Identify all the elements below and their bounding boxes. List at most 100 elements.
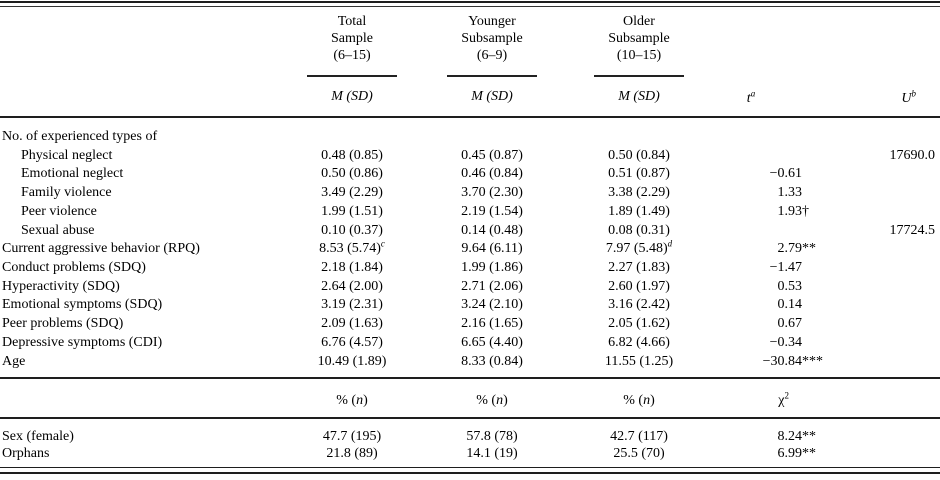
cell-younger-subsample: 14.1 (19) — [466, 445, 518, 461]
column-header-rule — [594, 75, 684, 77]
cell-total-sample: 2.64 (2.00) — [321, 278, 383, 294]
column-header-line: Sample — [331, 31, 373, 46]
table-row: Emotional neglect 0.50 (0.86) 0.46 (0.84) 0… — [0, 165, 940, 184]
m-sd-label: M (SD) — [331, 88, 373, 104]
column-header-younger-subsample: Younger Subsample (6–9) M (SD) — [437, 13, 547, 105]
row-label: Current aggressive behavior (RPQ) — [2, 241, 200, 257]
mean-sd-rows: No. of experienced types of Physical negl… — [0, 128, 940, 371]
cell-younger-subsample: 8.33 (0.84) — [461, 353, 523, 369]
cell-total-sample: 1.99 (1.51) — [321, 203, 383, 219]
cell-total-sample: 0.10 (0.37) — [321, 222, 383, 238]
cell-older-subsample: 1.89 (1.49) — [608, 203, 670, 219]
cell-t-value: 2.79 ** — [700, 240, 817, 259]
bottom-rule-inner — [0, 466, 940, 468]
percent-header-row: % (n) % (n) % (n) χ2 — [0, 390, 940, 412]
cell-younger-subsample: 57.8 (78) — [466, 429, 518, 444]
column-header-rule — [307, 75, 397, 77]
cell-total-sample: 10.49 (1.89) — [317, 353, 387, 369]
row-label: Hyperactivity (SDQ) — [2, 278, 120, 294]
row-label: Conduct problems (SDQ) — [2, 260, 146, 276]
cell-older-subsample: 0.08 (0.31) — [608, 222, 670, 238]
column-header-line: Subsample — [608, 31, 670, 46]
t-footnote-marker: a — [750, 88, 756, 99]
cell-chi-squared-value: 8.24 ** — [777, 429, 817, 444]
cell-total-sample: 0.50 (0.86) — [321, 166, 383, 182]
cell-t-value: −1.47 — [769, 260, 802, 276]
cell-older-subsample: 3.38 (2.29) — [608, 185, 670, 201]
row-label: Family violence — [21, 185, 112, 201]
table-row: Depressive symptoms (CDI) 6.76 (4.57) 6.65… — [0, 334, 940, 353]
cell-older-subsample: 42.7 (117) — [610, 429, 668, 444]
table-row: Hyperactivity (SDQ) 2.64 (2.00) 2.71 (2.06… — [0, 278, 940, 297]
top-rule-inner — [0, 6, 940, 8]
percent-n-header-total: % (n) — [336, 393, 368, 408]
cell-younger-subsample: 0.45 (0.87) — [461, 147, 523, 163]
cell-younger-subsample: 3.24 (2.10) — [461, 297, 523, 313]
column-header-total-sample: Total Sample (6–15) M (SD) — [297, 13, 407, 105]
cell-total-sample: 47.7 (195) — [322, 429, 382, 444]
cell-older-subsample: 2.27 (1.83) — [608, 260, 670, 276]
bottom-rule-outer — [0, 471, 940, 475]
table-row: Physical neglect 0.48 (0.85) 0.45 (0.87) 0.… — [0, 147, 940, 166]
table-row: Age 10.49 (1.89) 8.33 (0.84) 11.55 (1.25) −3… — [0, 353, 940, 372]
table-row: Peer violence 1.99 (1.51) 2.19 (1.54) 1.89 … — [0, 203, 940, 222]
header-rule — [0, 116, 940, 118]
row-label: Emotional neglect — [21, 166, 124, 182]
u-statistic-header: Ub — [828, 88, 935, 107]
cell-total-sample: 2.18 (1.84) — [321, 260, 383, 276]
column-header-rule — [447, 75, 537, 77]
significance-marker: ** — [802, 445, 816, 461]
row-label: Orphans — [2, 445, 50, 461]
column-header-line: (6–15) — [333, 48, 371, 63]
cell-total-sample: 3.49 (2.29) — [321, 185, 383, 201]
significance-marker: ** — [802, 241, 816, 257]
cell-younger-subsample: 2.16 (1.65) — [461, 316, 523, 332]
column-header-line: Older — [623, 14, 655, 29]
cell-younger-subsample: 2.19 (1.54) — [461, 203, 523, 219]
cell-older-subsample: 11.55 (1.25) — [604, 353, 674, 369]
row-label: Physical neglect — [21, 147, 113, 163]
t-statistic-header: ta — [700, 88, 802, 107]
t-label: t — [746, 91, 751, 106]
column-header-line: (10–15) — [616, 48, 662, 63]
cell-total-sample: 6.76 (4.57) — [321, 334, 383, 350]
column-header-line: Subsample — [461, 31, 523, 46]
column-header-line: (6–9) — [476, 48, 508, 63]
row-label: No. of experienced types of — [2, 129, 158, 144]
cell-younger-subsample: 9.64 (6.11) — [461, 241, 523, 257]
cell-younger-subsample: 0.46 (0.84) — [461, 166, 523, 182]
cell-older-subsample: 0.51 (0.87) — [608, 166, 670, 182]
cell-t-value: 0.14 — [777, 297, 803, 313]
cell-younger-subsample: 3.70 (2.30) — [461, 185, 523, 201]
cell-u-value: 17724.5 — [889, 222, 936, 238]
table-row: Sex (female) 47.7 (195) 57.8 (78) 42.7 (117… — [0, 429, 940, 446]
u-footnote-marker: b — [911, 88, 917, 99]
cell-total-sample: 0.48 (0.85) — [321, 147, 383, 163]
m-sd-label: M (SD) — [471, 88, 513, 104]
footnote-marker: d — [667, 238, 673, 249]
cell-younger-subsample: 6.65 (4.40) — [461, 334, 523, 350]
significance-marker: † — [802, 203, 809, 219]
cell-t-value: −30.84 *** — [700, 353, 823, 372]
table-row: Sexual abuse 0.10 (0.37) 0.14 (0.48) 0.08 (… — [0, 222, 940, 241]
row-label: Age — [2, 353, 26, 369]
column-header-line: Younger — [468, 14, 516, 29]
table-row: Conduct problems (SDQ) 2.18 (1.84) 1.99 (1… — [0, 259, 940, 278]
column-header-older-subsample: Older Subsample (10–15) M (SD) — [583, 13, 695, 105]
row-label: Emotional symptoms (SDQ) — [2, 297, 163, 313]
cell-chi-squared-value: 6.99 ** — [777, 445, 817, 461]
cell-older-subsample: 7.97 (5.48)d — [605, 238, 673, 257]
percent-n-rows: Sex (female) 47.7 (195) 57.8 (78) 42.7 (117… — [0, 429, 940, 462]
cell-older-subsample: 0.50 (0.84) — [608, 147, 670, 163]
cell-t-value: −0.34 — [769, 334, 802, 350]
m-sd-label: M (SD) — [618, 88, 660, 104]
column-header-line: Total — [337, 14, 367, 29]
cell-older-subsample: 2.05 (1.62) — [608, 316, 670, 332]
table-row: Orphans 21.8 (89) 14.1 (19) 25.5 (70) 6.99 ** — [0, 446, 940, 463]
cell-older-subsample: 6.82 (4.66) — [608, 334, 670, 350]
cell-t-value: 0.67 — [777, 316, 803, 332]
table-row: Emotional symptoms (SDQ) 3.19 (2.31) 3.24 … — [0, 296, 940, 315]
significance-marker: ** — [802, 429, 816, 444]
cell-younger-subsample: 0.14 (0.48) — [461, 222, 523, 238]
